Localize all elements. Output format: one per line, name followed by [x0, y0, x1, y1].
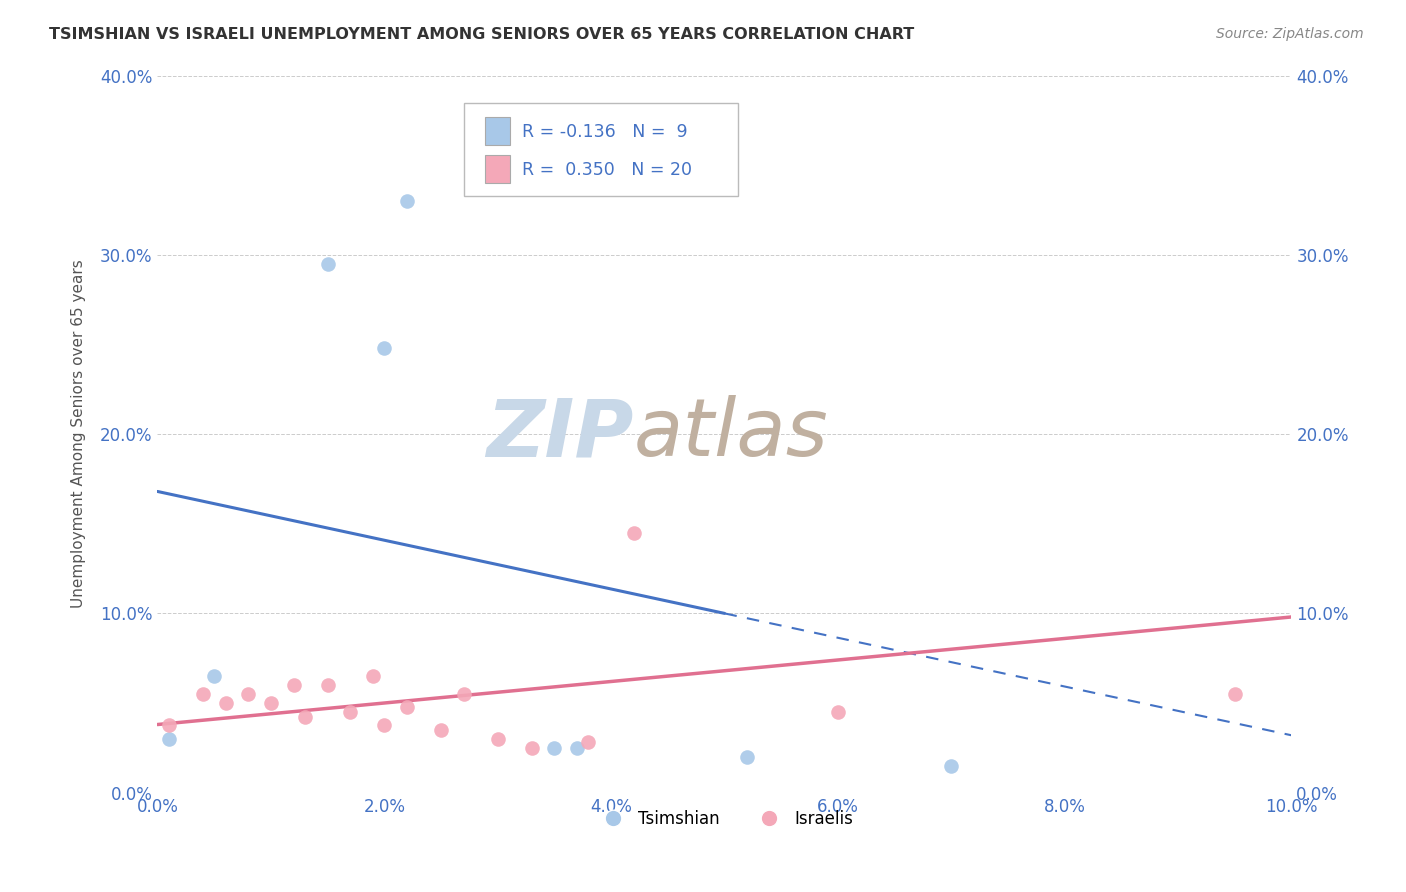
Point	[361, 669, 384, 683]
Point	[238, 687, 260, 701]
Point	[430, 723, 453, 737]
Point	[941, 758, 963, 772]
Point	[157, 717, 180, 731]
Point	[543, 740, 565, 755]
Point	[191, 687, 214, 701]
Text: Source: ZipAtlas.com: Source: ZipAtlas.com	[1216, 27, 1364, 41]
Point	[373, 717, 395, 731]
Text: atlas: atlas	[634, 395, 828, 473]
Point	[827, 705, 849, 719]
Point	[395, 699, 418, 714]
Y-axis label: Unemployment Among Seniors over 65 years: Unemployment Among Seniors over 65 years	[72, 260, 86, 608]
Point	[316, 257, 339, 271]
Point	[486, 731, 509, 746]
Point	[373, 341, 395, 355]
Text: ZIP: ZIP	[486, 395, 634, 473]
Text: R =  0.350   N = 20: R = 0.350 N = 20	[522, 161, 692, 178]
Point	[316, 678, 339, 692]
Point	[157, 731, 180, 746]
Point	[520, 740, 543, 755]
Point	[339, 705, 361, 719]
Text: R = -0.136   N =  9: R = -0.136 N = 9	[522, 123, 688, 142]
Point	[202, 669, 225, 683]
Point	[260, 696, 283, 710]
Text: TSIMSHIAN VS ISRAELI UNEMPLOYMENT AMONG SENIORS OVER 65 YEARS CORRELATION CHART: TSIMSHIAN VS ISRAELI UNEMPLOYMENT AMONG …	[49, 27, 914, 42]
Point	[395, 194, 418, 208]
Point	[565, 740, 588, 755]
Point	[283, 678, 305, 692]
Point	[1223, 687, 1246, 701]
Point	[214, 696, 236, 710]
Point	[735, 749, 758, 764]
Point	[294, 710, 316, 724]
Legend: Tsimshian, Israelis: Tsimshian, Israelis	[589, 803, 859, 835]
Point	[453, 687, 475, 701]
Point	[623, 525, 645, 540]
Point	[576, 735, 599, 749]
